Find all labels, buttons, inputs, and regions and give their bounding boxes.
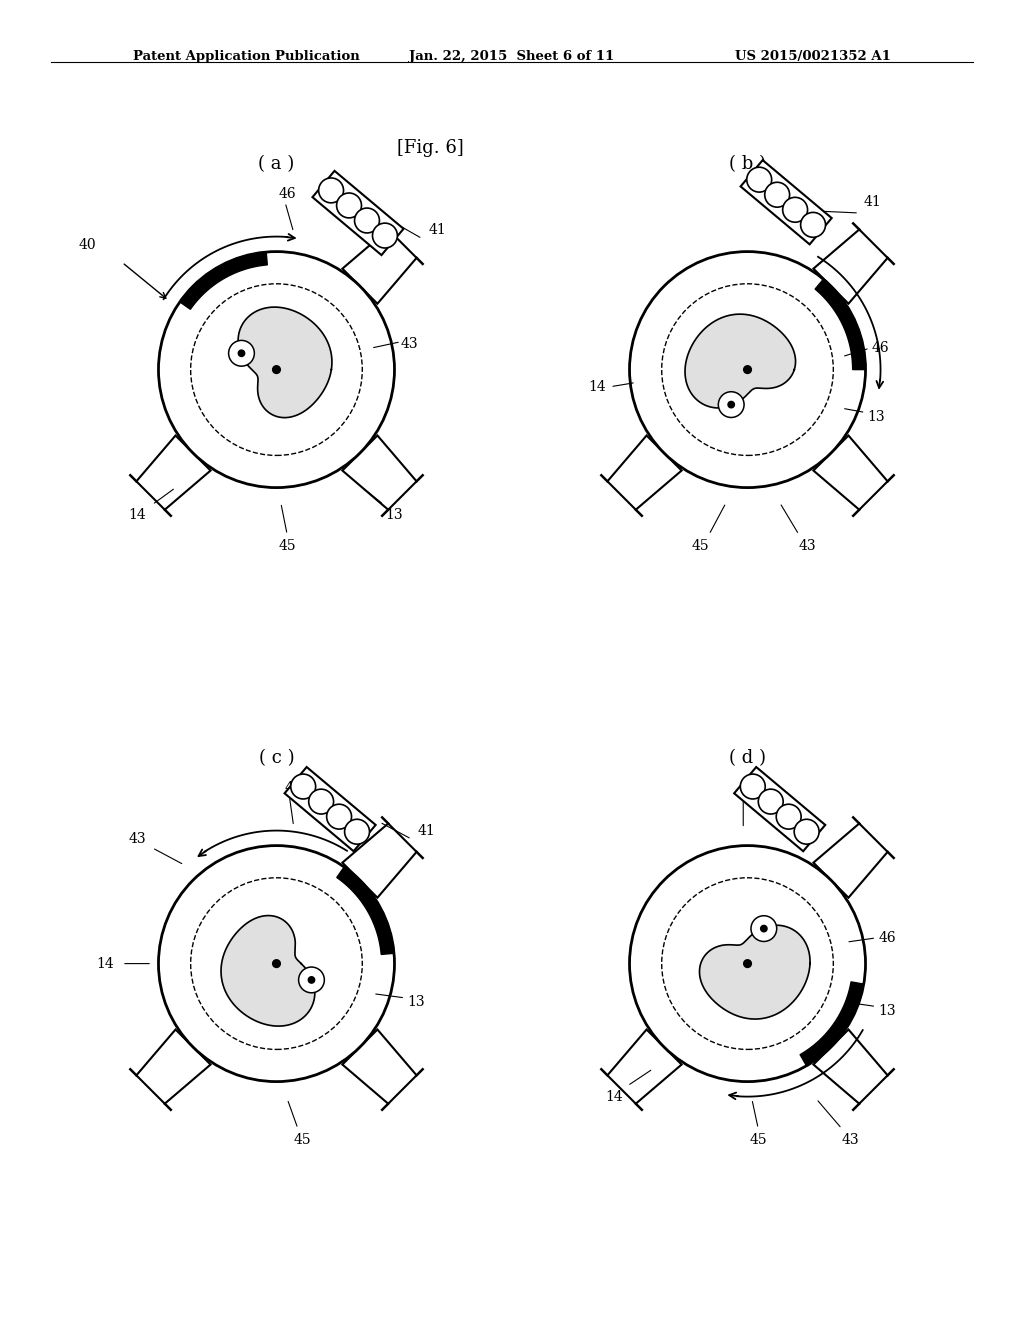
Polygon shape	[740, 160, 831, 244]
Circle shape	[327, 804, 351, 829]
Circle shape	[272, 366, 281, 374]
Polygon shape	[342, 436, 417, 510]
Circle shape	[299, 968, 325, 993]
Polygon shape	[221, 916, 314, 1026]
Polygon shape	[734, 767, 825, 851]
Circle shape	[630, 846, 865, 1081]
Circle shape	[765, 182, 790, 207]
Polygon shape	[813, 824, 888, 898]
Circle shape	[782, 197, 808, 222]
Circle shape	[159, 846, 394, 1081]
Circle shape	[354, 209, 380, 232]
Polygon shape	[815, 280, 865, 370]
Polygon shape	[312, 170, 403, 255]
Circle shape	[743, 960, 752, 968]
Text: 45: 45	[294, 1133, 311, 1147]
Circle shape	[751, 916, 777, 941]
Text: 13: 13	[408, 995, 425, 1010]
Circle shape	[761, 925, 767, 932]
Text: 13: 13	[867, 409, 885, 424]
Text: 13: 13	[386, 508, 403, 523]
Text: 45: 45	[279, 539, 296, 553]
Text: 40: 40	[79, 238, 96, 252]
Circle shape	[630, 252, 865, 487]
Text: 45: 45	[691, 539, 710, 553]
Polygon shape	[136, 436, 211, 510]
Text: [Fig. 6]: [Fig. 6]	[396, 139, 464, 157]
Text: 43: 43	[128, 832, 145, 846]
Polygon shape	[813, 1030, 888, 1104]
Polygon shape	[337, 867, 394, 954]
Polygon shape	[813, 230, 888, 304]
Polygon shape	[180, 252, 267, 309]
Circle shape	[795, 820, 819, 845]
Text: Jan. 22, 2015  Sheet 6 of 11: Jan. 22, 2015 Sheet 6 of 11	[410, 50, 614, 63]
Circle shape	[776, 804, 801, 829]
Circle shape	[718, 392, 744, 417]
Text: 14: 14	[605, 1089, 624, 1104]
Polygon shape	[342, 824, 417, 898]
Circle shape	[337, 193, 361, 218]
Circle shape	[272, 960, 281, 968]
Polygon shape	[685, 314, 796, 408]
Circle shape	[373, 223, 397, 248]
Circle shape	[345, 820, 370, 845]
Text: 46: 46	[279, 186, 296, 201]
Circle shape	[159, 252, 394, 487]
Polygon shape	[699, 925, 810, 1019]
Circle shape	[728, 401, 734, 408]
Circle shape	[746, 168, 772, 193]
Polygon shape	[800, 982, 863, 1065]
Text: 43: 43	[799, 539, 816, 553]
Circle shape	[291, 774, 315, 799]
Circle shape	[743, 366, 752, 374]
Text: ( b ): ( b )	[729, 154, 766, 173]
Polygon shape	[239, 308, 332, 417]
Text: 46: 46	[871, 341, 890, 355]
Circle shape	[239, 350, 245, 356]
Circle shape	[759, 789, 783, 814]
Text: 13: 13	[879, 1003, 896, 1018]
Circle shape	[318, 178, 343, 203]
Text: 14: 14	[96, 957, 114, 970]
Text: ( c ): ( c )	[259, 748, 294, 767]
Circle shape	[740, 774, 765, 799]
Polygon shape	[136, 1030, 211, 1104]
Polygon shape	[285, 767, 376, 851]
Polygon shape	[342, 230, 417, 304]
Circle shape	[801, 213, 825, 238]
Text: 45: 45	[750, 1133, 767, 1147]
Polygon shape	[813, 436, 888, 510]
Text: ( d ): ( d )	[729, 748, 766, 767]
Text: 41: 41	[863, 195, 881, 210]
Circle shape	[308, 977, 314, 983]
Text: 41: 41	[738, 780, 757, 795]
Text: 43: 43	[842, 1133, 859, 1147]
Text: 46: 46	[285, 780, 302, 795]
Circle shape	[308, 789, 334, 814]
Text: 41: 41	[418, 824, 435, 838]
Circle shape	[228, 341, 254, 366]
Text: 14: 14	[128, 508, 145, 523]
Text: ( a ): ( a )	[258, 154, 295, 173]
Polygon shape	[342, 1030, 417, 1104]
Polygon shape	[607, 436, 682, 510]
Text: US 2015/0021352 A1: US 2015/0021352 A1	[735, 50, 891, 63]
Text: 41: 41	[428, 223, 446, 238]
Text: 14: 14	[589, 380, 606, 393]
Text: 46: 46	[879, 931, 896, 945]
Text: Patent Application Publication: Patent Application Publication	[133, 50, 359, 63]
Polygon shape	[607, 1030, 682, 1104]
Text: 43: 43	[400, 337, 419, 351]
